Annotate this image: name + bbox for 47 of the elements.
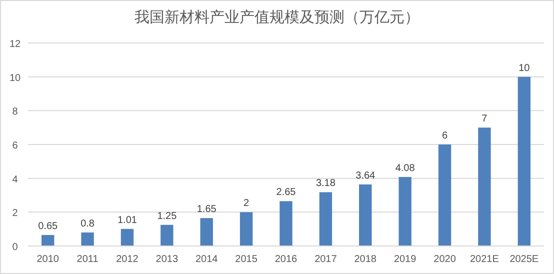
data-label: 6 <box>442 130 448 142</box>
data-label: 0.65 <box>38 221 58 232</box>
x-tick-label: 2020 <box>434 254 456 265</box>
data-label: 1.65 <box>196 204 217 216</box>
bar <box>41 235 54 246</box>
bar <box>280 201 292 246</box>
bar <box>478 128 491 246</box>
y-tick-label: 8 <box>12 106 18 118</box>
x-tick-label: 2016 <box>274 254 298 265</box>
x-tick-label: 2010 <box>36 254 60 265</box>
bar <box>120 228 134 246</box>
data-label: 2 <box>244 198 250 210</box>
bar <box>319 192 332 246</box>
y-tick-label: 4 <box>12 174 18 186</box>
data-label: 1.25 <box>157 210 178 222</box>
x-tick-label: 2025E <box>510 254 539 265</box>
x-tick-label: 2013 <box>156 254 178 265</box>
x-tick-label: 2021E <box>470 254 500 265</box>
bar <box>518 76 531 246</box>
x-tick-label: 2011 <box>76 254 99 265</box>
data-label: 0.8 <box>80 218 95 230</box>
data-label: 10 <box>518 62 530 74</box>
x-tick-label: 2012 <box>116 254 139 265</box>
bar <box>200 218 213 246</box>
data-label: 3.64 <box>356 170 376 182</box>
data-label: 4.08 <box>395 162 416 174</box>
x-tick-label: 2018 <box>354 254 377 265</box>
data-label: 1.01 <box>117 214 138 226</box>
bar <box>398 176 412 246</box>
bar <box>81 232 94 246</box>
x-tick-label: 2019 <box>394 254 417 265</box>
x-tick-label: 2014 <box>195 254 218 265</box>
data-label: 7 <box>482 114 488 125</box>
y-tick-label: 6 <box>12 140 18 152</box>
y-tick-label: 2 <box>12 208 18 220</box>
bar <box>240 212 253 246</box>
chart-title: 我国新材料产业产值规模及预测（万亿元） <box>134 9 420 26</box>
y-tick-label: 10 <box>9 72 21 84</box>
bar <box>359 184 372 246</box>
bar <box>160 224 174 246</box>
y-tick-label: 0 <box>12 242 18 253</box>
data-label: 2.65 <box>276 187 296 198</box>
bar <box>438 144 452 246</box>
y-tick-label: 12 <box>9 39 21 50</box>
x-tick-label: 2015 <box>235 254 258 265</box>
data-label: 3.18 <box>316 178 336 190</box>
x-tick-label: 2017 <box>314 254 338 265</box>
